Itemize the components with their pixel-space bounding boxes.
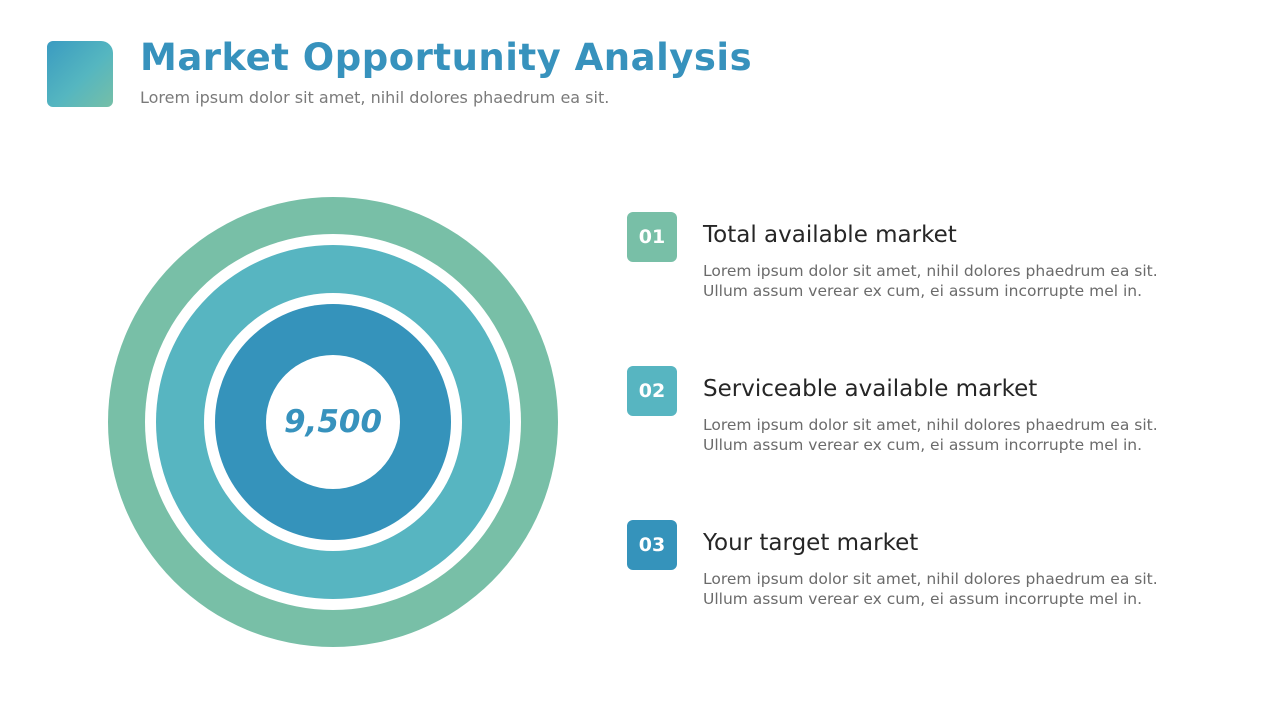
list-item-serviceable-available-market: 02 Serviceable available market Lorem ip…: [627, 366, 1227, 466]
item-description-line: Lorem ipsum dolor sit amet, nihil dolore…: [703, 570, 1158, 588]
item-description-line: Ullum assum verear ex cum, ei assum inco…: [703, 590, 1143, 608]
item-description-line: Ullum assum verear ex cum, ei assum inco…: [703, 282, 1143, 300]
item-description-line: Lorem ipsum dolor sit amet, nihil dolore…: [703, 416, 1158, 434]
list-item-target-market: 03 Your target market Lorem ipsum dolor …: [627, 520, 1227, 620]
logo-square: [47, 41, 113, 107]
item-description-line: Lorem ipsum dolor sit amet, nihil dolore…: [703, 262, 1158, 280]
concentric-rings-diagram: 9,500: [100, 190, 570, 660]
page-subtitle: Lorem ipsum dolor sit amet, nihil dolore…: [140, 88, 610, 107]
number-badge: 01: [627, 212, 677, 262]
item-title: Your target market: [703, 530, 919, 556]
item-title: Serviceable available market: [703, 376, 1038, 402]
item-title: Total available market: [703, 222, 957, 248]
page-title: Market Opportunity Analysis: [140, 36, 753, 79]
item-description-line: Ullum assum verear ex cum, ei assum inco…: [703, 436, 1143, 454]
number-badge: 02: [627, 366, 677, 416]
number-badge: 03: [627, 520, 677, 570]
ring-center: [266, 355, 400, 489]
item-description: Lorem ipsum dolor sit amet, nihil dolore…: [703, 415, 1223, 455]
list-item-total-available-market: 01 Total available market Lorem ipsum do…: [627, 212, 1227, 312]
center-value: 9,500: [283, 404, 383, 440]
item-description: Lorem ipsum dolor sit amet, nihil dolore…: [703, 569, 1223, 609]
item-description: Lorem ipsum dolor sit amet, nihil dolore…: [703, 261, 1223, 301]
